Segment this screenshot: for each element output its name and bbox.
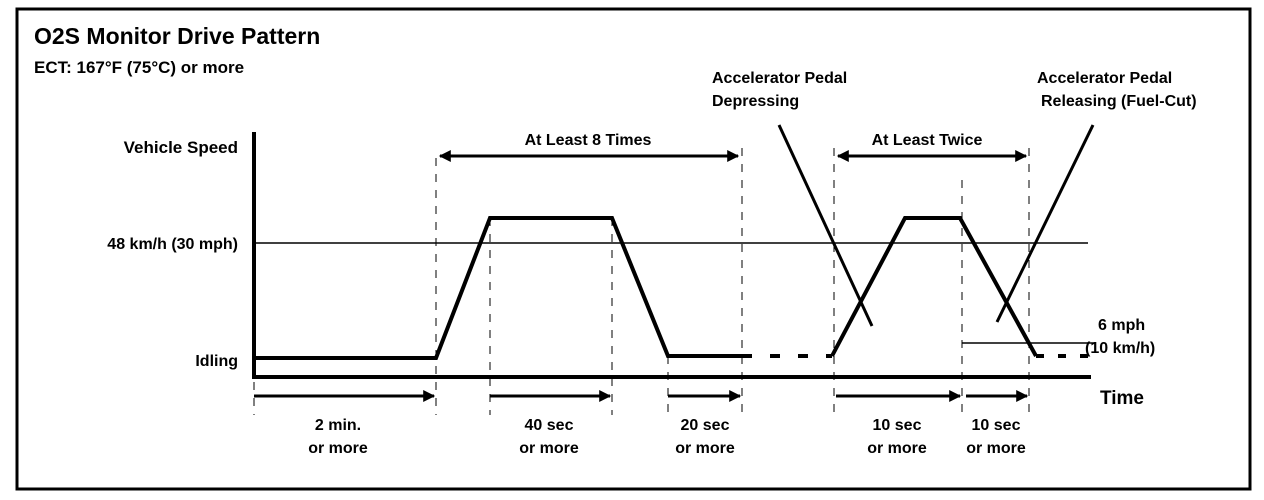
pedal-depress-label-2: Depressing <box>712 93 799 110</box>
duration-2-qualifier: or more <box>519 440 579 457</box>
frame-border <box>15 7 1252 491</box>
low-speed-label-2: (10 km/h) <box>1085 340 1155 357</box>
duration-4-value: 10 sec <box>873 417 922 434</box>
duration-5-value: 10 sec <box>972 417 1021 434</box>
y-axis-label: Vehicle Speed <box>124 138 238 157</box>
speed-profile-cycle-2 <box>830 216 1038 357</box>
pedal-release-pointer <box>995 124 1095 323</box>
pedal-release-label-1: Accelerator Pedal <box>1037 70 1172 87</box>
diagram-subtitle: ECT: 167°F (75°C) or more <box>34 58 244 77</box>
duration-1-qualifier: or more <box>308 440 368 457</box>
repeat-8-label: At Least 8 Times <box>525 132 652 149</box>
duration-2-value: 40 sec <box>525 417 574 434</box>
pedal-depress-label-1: Accelerator Pedal <box>712 70 847 87</box>
repeat-2-label: At Least Twice <box>872 132 983 149</box>
idle-level-label: Idling <box>195 353 238 370</box>
pedal-release-label-2: Releasing (Fuel-Cut) <box>1041 93 1197 110</box>
low-speed-label-1: 6 mph <box>1098 317 1145 334</box>
duration-4-qualifier: or more <box>867 440 927 457</box>
speed-profile-cycle-1 <box>254 216 742 360</box>
speed-level-label: 48 km/h (30 mph) <box>107 236 238 253</box>
time-guides <box>253 148 1030 415</box>
duration-3-value: 20 sec <box>681 417 730 434</box>
x-axis-label: Time <box>1100 388 1144 409</box>
pedal-depress-pointer <box>777 124 874 327</box>
duration-3-qualifier: or more <box>675 440 735 457</box>
diagram-title: O2S Monitor Drive Pattern <box>34 23 320 49</box>
duration-1-value: 2 min. <box>315 417 361 434</box>
duration-5-qualifier: or more <box>966 440 1026 457</box>
